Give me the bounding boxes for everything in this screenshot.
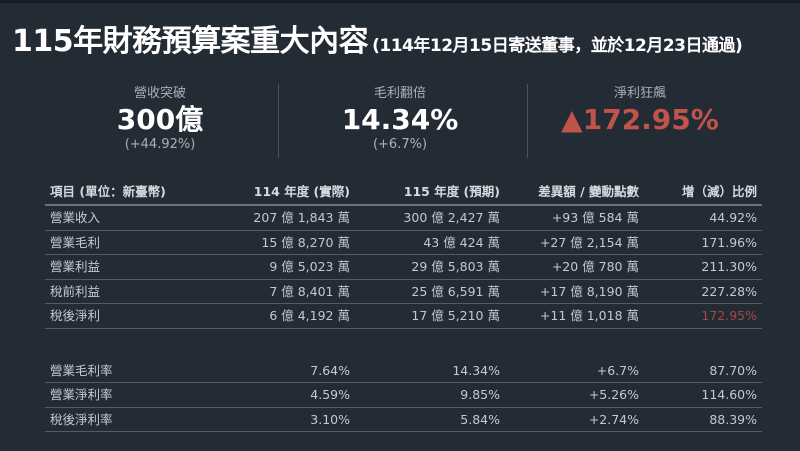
value-diff: +2.74%: [588, 411, 639, 427]
table-row: 營業收入 207 億 1,843 萬 300 億 2,427 萬 +93 億 5…: [45, 206, 762, 231]
header-diff: 差異額 / 變動點數: [538, 184, 639, 199]
value-ratio-highlight: 172.95%: [701, 308, 757, 323]
kpi-delta: (+44.92%): [124, 137, 196, 152]
kpi-divider: [278, 84, 279, 158]
row-label: 稅後淨利: [50, 308, 101, 323]
value-114: 4.59%: [310, 387, 350, 402]
ratio-row: 營業淨利率 4.59% 9.85% +5.26% 114.60%: [45, 383, 762, 408]
value-ratio: 44.92%: [709, 210, 757, 225]
table-row: 稅前利益 7 億 8,401 萬 25 億 6,591 萬 +17 億 8,19…: [45, 280, 762, 304]
value-115: 9.85%: [460, 387, 500, 402]
top-border: [0, 0, 800, 3]
value-115: 5.84%: [460, 411, 500, 427]
page-title: 115年財務預算案重大內容 (114年12月15日寄送董事，並於12月23日通過): [12, 16, 743, 60]
value-ratio: 114.60%: [701, 387, 757, 402]
row-label: 營業利益: [50, 259, 101, 274]
value-115: 300 億 2,427 萬: [403, 210, 500, 225]
value-diff: +93 億 584 萬: [551, 210, 639, 225]
value-114: 15 億 8,270 萬: [261, 234, 350, 250]
table-row: 營業毛利 15 億 8,270 萬 43 億 424 萬 +27 億 2,154…: [45, 231, 762, 255]
table-spacer: [45, 329, 762, 359]
kpi-divider: [527, 84, 528, 158]
row-label: 稅前利益: [50, 283, 101, 299]
value-ratio: 227.28%: [701, 283, 757, 299]
value-diff: +27 億 2,154 萬: [539, 234, 639, 250]
value-diff: +5.26%: [588, 387, 639, 402]
value-diff: +20 億 780 萬: [551, 259, 639, 274]
kpi-label: 毛利翻倍: [373, 86, 426, 101]
kpi-delta: (+6.7%): [372, 137, 428, 152]
row-label: 營業毛利率: [50, 362, 113, 378]
value-114: 7 億 8,401 萬: [269, 283, 350, 299]
value-115: 29 億 5,803 萬: [411, 259, 500, 274]
header-114: 114 年度 (實際): [253, 184, 350, 199]
value-115: 17 億 5,210 萬: [411, 308, 500, 323]
title-main: 115年財務預算案重大內容: [12, 24, 369, 59]
value-114: 9 億 5,023 萬: [269, 259, 350, 274]
ratio-row: 稅後淨利率 3.10% 5.84% +2.74% 88.39%: [45, 408, 762, 432]
kpi-panel: 營收突破 300億 (+44.92%) 毛利翻倍 14.34% (+6.7%) …: [40, 82, 760, 160]
value-ratio: 88.39%: [709, 411, 757, 427]
kpi-label: 營收突破: [133, 86, 186, 101]
header-item: 項目 (單位：新臺幣): [50, 184, 166, 199]
kpi-net-profit: 淨利狂飆 ▲172.95%: [520, 82, 760, 137]
value-114: 7.64%: [310, 362, 350, 378]
table-row: 營業利益 9 億 5,023 萬 29 億 5,803 萬 +20 億 780 …: [45, 255, 762, 280]
kpi-value: 14.34%: [341, 103, 459, 136]
table-row: 稅後淨利 6 億 4,192 萬 17 億 5,210 萬 +11 億 1,01…: [45, 304, 762, 329]
value-ratio: 171.96%: [701, 234, 757, 250]
value-diff: +11 億 1,018 萬: [539, 308, 639, 323]
kpi-value: 300億: [116, 103, 204, 136]
value-diff: +6.7%: [596, 362, 639, 378]
ratio-row: 營業毛利率 7.64% 14.34% +6.7% 87.70%: [45, 359, 762, 383]
value-114: 3.10%: [310, 411, 350, 427]
kpi-label: 淨利狂飆: [613, 86, 666, 101]
value-114: 6 億 4,192 萬: [269, 308, 350, 323]
value-ratio: 87.70%: [709, 362, 757, 378]
budget-table: 項目 (單位：新臺幣) 114 年度 (實際) 115 年度 (預期) 差異額 …: [45, 180, 762, 432]
value-115: 43 億 424 萬: [423, 234, 500, 250]
value-115: 25 億 6,591 萬: [411, 283, 500, 299]
kpi-value: ▲172.95%: [561, 103, 719, 136]
header-ratio: 增（減）比例: [681, 184, 757, 199]
value-114: 207 億 1,843 萬: [253, 210, 350, 225]
row-label: 營業淨利率: [50, 387, 113, 402]
title-subtitle: (114年12月15日寄送董事，並於12月23日通過): [372, 36, 743, 56]
value-diff: +17 億 8,190 萬: [539, 283, 639, 299]
value-ratio: 211.30%: [701, 259, 757, 274]
row-label: 營業毛利: [50, 234, 101, 250]
row-label: 營業收入: [50, 210, 101, 225]
header-115: 115 年度 (預期): [403, 184, 500, 199]
table-header: 項目 (單位：新臺幣) 114 年度 (實際) 115 年度 (預期) 差異額 …: [45, 180, 762, 206]
kpi-revenue: 營收突破 300億 (+44.92%): [40, 82, 280, 152]
kpi-gross-margin: 毛利翻倍 14.34% (+6.7%): [280, 82, 520, 152]
row-label: 稅後淨利率: [50, 411, 113, 427]
value-115: 14.34%: [452, 362, 500, 378]
